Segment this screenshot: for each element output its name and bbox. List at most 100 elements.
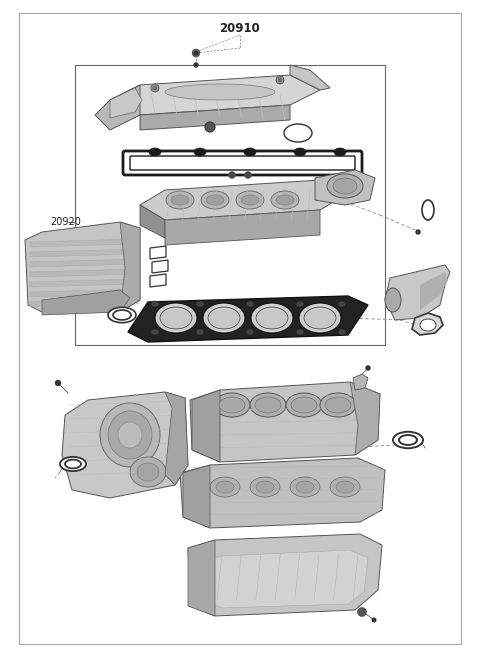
Ellipse shape: [250, 393, 286, 417]
Polygon shape: [350, 382, 380, 455]
Polygon shape: [165, 210, 320, 245]
Ellipse shape: [304, 307, 336, 329]
Ellipse shape: [219, 397, 245, 413]
Ellipse shape: [196, 301, 204, 307]
Ellipse shape: [65, 460, 81, 468]
Ellipse shape: [276, 195, 294, 205]
Ellipse shape: [256, 481, 274, 493]
Ellipse shape: [166, 191, 194, 209]
Polygon shape: [30, 249, 138, 257]
Circle shape: [358, 608, 366, 616]
Circle shape: [192, 49, 200, 57]
Polygon shape: [110, 88, 142, 118]
Ellipse shape: [333, 178, 357, 194]
FancyBboxPatch shape: [130, 156, 355, 170]
Ellipse shape: [294, 148, 306, 156]
Ellipse shape: [393, 432, 423, 448]
Ellipse shape: [118, 422, 142, 448]
Ellipse shape: [290, 477, 320, 497]
Text: 20910: 20910: [220, 22, 260, 35]
Polygon shape: [30, 259, 138, 267]
Ellipse shape: [203, 303, 245, 333]
Polygon shape: [315, 170, 375, 205]
Ellipse shape: [296, 481, 314, 493]
Ellipse shape: [208, 307, 240, 329]
Ellipse shape: [196, 329, 204, 335]
Circle shape: [278, 78, 282, 82]
Ellipse shape: [255, 397, 281, 413]
Circle shape: [366, 366, 370, 370]
Polygon shape: [353, 374, 368, 390]
Circle shape: [245, 172, 251, 178]
Polygon shape: [188, 540, 215, 616]
Polygon shape: [30, 299, 138, 307]
Circle shape: [56, 380, 60, 386]
Polygon shape: [30, 269, 138, 277]
Circle shape: [416, 230, 420, 234]
Circle shape: [276, 76, 284, 84]
Ellipse shape: [320, 393, 356, 417]
Polygon shape: [188, 534, 382, 616]
Ellipse shape: [246, 329, 254, 335]
Polygon shape: [140, 180, 345, 220]
Polygon shape: [140, 105, 290, 130]
Ellipse shape: [246, 301, 254, 307]
Polygon shape: [42, 290, 130, 315]
Circle shape: [151, 84, 159, 92]
Ellipse shape: [256, 307, 288, 329]
Polygon shape: [183, 465, 210, 528]
Text: 20920: 20920: [50, 217, 81, 227]
Ellipse shape: [244, 148, 256, 156]
Ellipse shape: [250, 477, 280, 497]
Ellipse shape: [271, 191, 299, 209]
Ellipse shape: [236, 191, 264, 209]
Polygon shape: [290, 65, 330, 90]
Circle shape: [194, 63, 198, 67]
Ellipse shape: [210, 477, 240, 497]
Bar: [75, 65, 385, 345]
Polygon shape: [30, 239, 138, 247]
Circle shape: [205, 122, 215, 132]
Circle shape: [229, 172, 235, 178]
Ellipse shape: [385, 288, 401, 312]
Ellipse shape: [171, 195, 189, 205]
Ellipse shape: [325, 397, 351, 413]
Ellipse shape: [108, 411, 152, 459]
Ellipse shape: [149, 148, 161, 156]
Polygon shape: [190, 382, 380, 462]
Circle shape: [153, 86, 157, 90]
Polygon shape: [385, 265, 450, 320]
Polygon shape: [165, 392, 188, 485]
Polygon shape: [128, 296, 368, 342]
Ellipse shape: [399, 435, 417, 445]
Ellipse shape: [155, 303, 197, 333]
Ellipse shape: [338, 329, 346, 335]
Ellipse shape: [214, 393, 250, 417]
Polygon shape: [110, 75, 320, 115]
Polygon shape: [30, 279, 138, 287]
Ellipse shape: [165, 84, 275, 100]
Polygon shape: [62, 392, 188, 498]
Ellipse shape: [296, 329, 304, 335]
Ellipse shape: [194, 148, 206, 156]
Ellipse shape: [241, 195, 259, 205]
Polygon shape: [30, 289, 138, 297]
Ellipse shape: [151, 329, 159, 335]
Ellipse shape: [334, 148, 346, 156]
Ellipse shape: [251, 303, 293, 333]
Ellipse shape: [137, 463, 159, 481]
Polygon shape: [420, 272, 448, 310]
Polygon shape: [320, 178, 350, 195]
Ellipse shape: [336, 481, 354, 493]
Polygon shape: [120, 222, 140, 312]
Ellipse shape: [130, 457, 166, 487]
Ellipse shape: [100, 403, 160, 467]
Polygon shape: [180, 458, 385, 528]
Ellipse shape: [108, 307, 136, 323]
Polygon shape: [204, 550, 368, 608]
Polygon shape: [25, 222, 140, 312]
Circle shape: [192, 49, 200, 57]
Ellipse shape: [201, 191, 229, 209]
Ellipse shape: [60, 457, 86, 471]
Circle shape: [372, 618, 376, 622]
